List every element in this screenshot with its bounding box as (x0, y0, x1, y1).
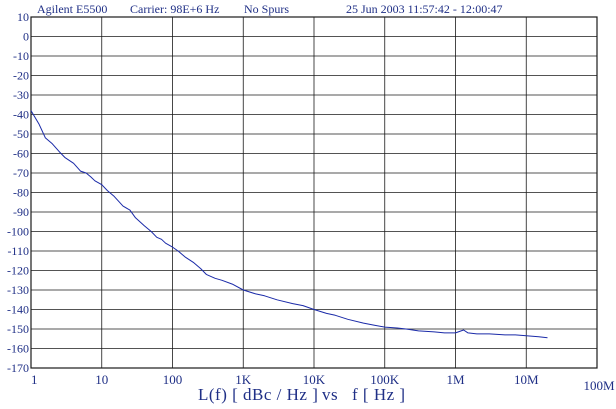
y-tick-label: -50 (13, 127, 29, 141)
x-tick-label: 10 (95, 372, 108, 387)
carrier-label: Carrier: 98E+6 Hz (130, 2, 220, 16)
y-tick-label: -40 (13, 108, 29, 122)
y-tick-label: -170 (7, 361, 29, 375)
timestamp-label: 25 Jun 2003 11:57:42 - 12:00:47 (346, 2, 503, 16)
vs-label: vs (322, 385, 339, 404)
x-tick-label: 1K (235, 372, 252, 387)
y-tick-label: -110 (7, 244, 29, 258)
x-tick-label: 1M (446, 372, 465, 387)
y-tick-label: -130 (7, 283, 29, 297)
y-tick-label: 0 (23, 30, 29, 44)
x-tick-label: 10M (514, 372, 539, 387)
y-tick-label: -160 (7, 342, 29, 356)
x-tick-label: 10K (303, 372, 326, 387)
y-tick-label: -90 (13, 205, 29, 219)
spurs-label: No Spurs (244, 2, 290, 16)
y-tick-label: -100 (7, 225, 29, 239)
y-tick-label: -20 (13, 69, 29, 83)
x-tick-label: 100M (583, 378, 615, 393)
x-tick-label: 100K (370, 372, 400, 387)
y-tick-label: 10 (17, 10, 29, 24)
y-tick-label: -30 (13, 88, 29, 102)
phase-noise-trace (30, 110, 548, 339)
y-tick-label: -80 (13, 186, 29, 200)
y-tick-label: -10 (13, 49, 29, 63)
y-tick-label: -150 (7, 322, 29, 336)
y-axis-title: L(f) [ dBc / Hz ] (198, 385, 319, 404)
y-tick-label: -120 (7, 264, 29, 278)
x-tick-label: 1 (31, 372, 38, 387)
y-tick-label: -60 (13, 147, 29, 161)
y-tick-label: -140 (7, 303, 29, 317)
instrument-label: Agilent E5500 (37, 2, 108, 16)
x-axis-title: f [ Hz ] (352, 385, 406, 404)
x-tick-label: 100 (163, 372, 183, 387)
y-tick-label: -70 (13, 166, 29, 180)
